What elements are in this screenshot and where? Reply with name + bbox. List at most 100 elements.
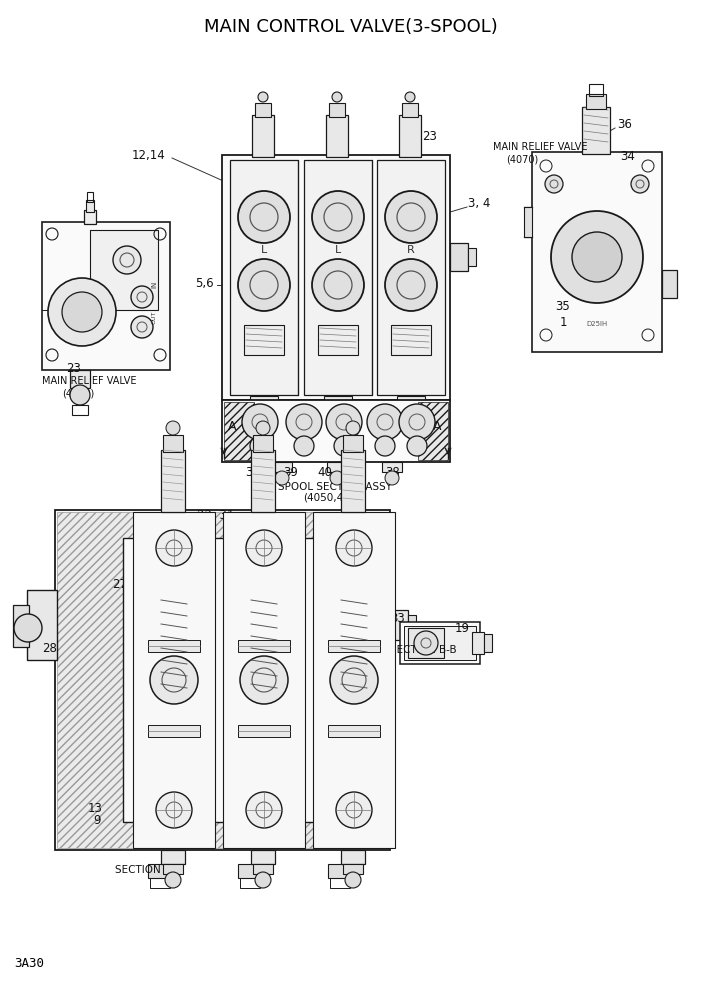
Circle shape: [346, 421, 360, 435]
Text: 12,14: 12,14: [131, 149, 165, 162]
Text: 38: 38: [385, 465, 400, 478]
Bar: [13, 605, 29, 647]
Circle shape: [334, 436, 354, 456]
Circle shape: [414, 631, 438, 655]
Bar: [72, 405, 88, 415]
Bar: [326, 115, 348, 157]
Bar: [589, 84, 603, 96]
Text: 15: 15: [277, 551, 292, 563]
Circle shape: [256, 421, 270, 435]
Bar: [524, 207, 532, 237]
Bar: [148, 640, 200, 652]
Bar: [238, 864, 262, 878]
Text: 11: 11: [218, 798, 233, 810]
Bar: [318, 325, 358, 355]
Text: 8: 8: [127, 554, 134, 566]
Text: 19: 19: [455, 622, 470, 635]
Bar: [382, 462, 402, 472]
Bar: [328, 640, 380, 652]
Text: 9: 9: [93, 814, 100, 827]
Bar: [222, 155, 450, 400]
Bar: [329, 103, 345, 117]
Bar: [532, 152, 662, 352]
Circle shape: [294, 436, 314, 456]
Circle shape: [330, 656, 378, 704]
Bar: [377, 160, 445, 395]
Text: 3A30: 3A30: [14, 957, 44, 970]
Text: 39: 39: [284, 465, 298, 478]
Circle shape: [332, 408, 344, 420]
Bar: [90, 230, 158, 310]
Bar: [450, 243, 468, 271]
Circle shape: [70, 385, 90, 405]
Circle shape: [255, 872, 271, 888]
Text: 1: 1: [560, 316, 567, 329]
Bar: [327, 462, 347, 472]
Circle shape: [407, 436, 427, 456]
Circle shape: [150, 656, 198, 704]
Text: 21: 21: [222, 785, 237, 798]
Bar: [418, 402, 448, 460]
Bar: [313, 512, 395, 848]
Text: A: A: [227, 421, 237, 434]
Bar: [404, 626, 476, 660]
Text: 26, 29: 26, 29: [179, 526, 216, 539]
Text: 13: 13: [88, 802, 103, 814]
Bar: [250, 396, 278, 414]
Bar: [230, 160, 298, 395]
Text: MAIN CONTROL VALVE(3-SPOOL): MAIN CONTROL VALVE(3-SPOOL): [204, 18, 498, 36]
Circle shape: [246, 530, 282, 566]
Circle shape: [240, 656, 288, 704]
Bar: [402, 103, 418, 117]
Text: SPOOL SECTION ASSY: SPOOL SECTION ASSY: [278, 482, 392, 492]
Text: 25: 25: [228, 772, 243, 785]
Circle shape: [551, 211, 643, 303]
Circle shape: [385, 259, 437, 311]
Text: 35: 35: [555, 300, 570, 312]
Bar: [252, 115, 274, 157]
Bar: [86, 200, 94, 212]
Text: 27: 27: [112, 578, 127, 591]
Bar: [161, 450, 185, 512]
Bar: [222, 400, 450, 462]
Circle shape: [312, 191, 364, 243]
Bar: [224, 402, 254, 460]
Bar: [468, 248, 476, 266]
Bar: [70, 370, 90, 388]
Text: A: A: [432, 421, 442, 434]
Bar: [304, 160, 372, 395]
Bar: [343, 435, 363, 452]
Text: R: R: [407, 245, 415, 255]
Text: MAIN RELIEF VALVE: MAIN RELIEF VALVE: [493, 142, 588, 152]
Circle shape: [385, 471, 399, 485]
Text: 7: 7: [250, 802, 258, 814]
Text: 41: 41: [350, 465, 366, 478]
Text: SECTION B-B: SECTION B-B: [390, 645, 456, 655]
Circle shape: [258, 92, 268, 102]
Bar: [55, 510, 390, 850]
Text: 10: 10: [140, 831, 155, 844]
Bar: [399, 115, 421, 157]
Bar: [484, 634, 492, 652]
Circle shape: [238, 191, 290, 243]
Circle shape: [166, 421, 180, 435]
Circle shape: [62, 292, 102, 332]
Circle shape: [385, 191, 437, 243]
Bar: [328, 864, 352, 878]
Text: 24, 30: 24, 30: [165, 542, 202, 555]
Circle shape: [258, 408, 270, 420]
Circle shape: [312, 259, 364, 311]
Circle shape: [131, 316, 153, 338]
Bar: [84, 210, 96, 224]
Bar: [397, 396, 425, 414]
Circle shape: [286, 404, 322, 440]
Bar: [223, 512, 305, 848]
Bar: [253, 435, 273, 452]
Text: (4070): (4070): [506, 154, 538, 164]
Circle shape: [336, 530, 372, 566]
Circle shape: [545, 175, 563, 193]
Circle shape: [165, 872, 181, 888]
Text: OUT: OUT: [152, 310, 157, 323]
Bar: [123, 538, 322, 822]
Text: 34: 34: [620, 151, 635, 164]
